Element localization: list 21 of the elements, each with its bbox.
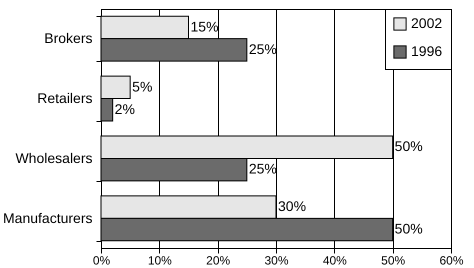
- y-tick-label: Wholesalers: [15, 150, 92, 166]
- x-tick-label: 0%: [92, 254, 110, 268]
- legend-label: 2002: [411, 15, 442, 31]
- data-label: 30%: [278, 198, 306, 214]
- data-label: 25%: [248, 160, 277, 177]
- data-label: 50%: [394, 138, 423, 154]
- data-label: 15%: [190, 18, 219, 34]
- y-tick-label: Manufacturers: [3, 210, 92, 226]
- data-label: 5%: [132, 78, 152, 94]
- data-label: 25%: [248, 40, 277, 57]
- x-tick-label: 20%: [206, 254, 230, 268]
- data-label: 50%: [394, 220, 423, 237]
- y-tick-label: Brokers: [44, 30, 92, 46]
- x-tick-label: 50%: [381, 254, 406, 268]
- data-label: 2%: [114, 100, 135, 117]
- y-tick-label: Retailers: [37, 90, 92, 106]
- x-tick-label: 30%: [264, 254, 289, 268]
- x-tick-label: 40%: [322, 254, 348, 268]
- legend-label: 1996: [411, 43, 442, 59]
- x-tick-label: 60%: [439, 254, 464, 268]
- x-tick-label: 10%: [148, 254, 172, 268]
